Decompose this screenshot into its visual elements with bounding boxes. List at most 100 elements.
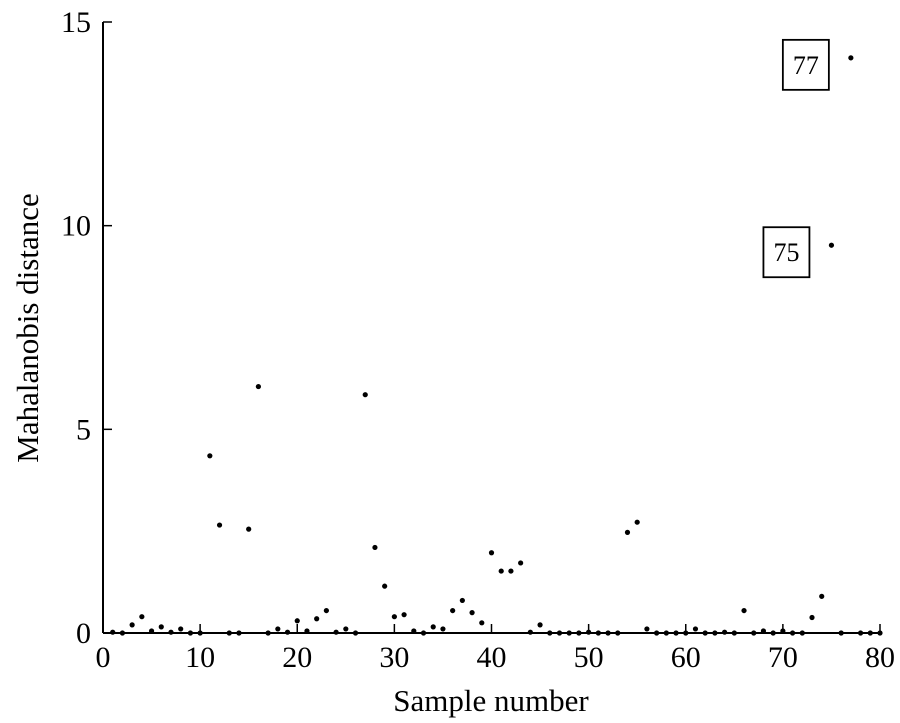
data-point [158,624,164,630]
data-point [119,630,126,636]
y-tick-label: 5 [76,413,91,446]
data-point [624,529,631,535]
data-point [537,622,543,628]
data-point [722,629,728,635]
annotation-label: 77 [793,51,819,80]
x-axis-title: Sample number [393,683,589,718]
data-point [508,568,514,574]
x-tick-label: 80 [865,641,895,674]
data-point [644,626,650,632]
data-point [692,626,699,632]
data-point [566,630,572,636]
data-point [605,630,611,636]
data-point [615,630,621,636]
data-point [372,544,378,551]
data-point [634,519,640,525]
y-tick-label: 0 [76,617,91,650]
annotation-box [781,38,830,91]
x-ticks: 0 10 20 30 40 50 60 70 80 [96,624,895,674]
x-tick-label: 0 [96,641,111,674]
data-point [275,626,281,632]
data-point [333,629,339,635]
data-point [848,55,854,61]
data-point [352,630,359,636]
data-point [391,614,397,620]
data-point [139,614,145,620]
y-tick-label: 10 [61,210,91,243]
data-point [751,630,757,636]
data-point [246,526,252,532]
x-tick-label: 40 [477,641,507,674]
data-point [663,630,669,636]
data-point [586,629,592,635]
data-point [556,630,563,636]
data-point [595,630,601,636]
data-point [411,628,417,634]
x-tick-label: 70 [768,641,798,674]
data-point [207,453,213,459]
data-point [265,630,271,636]
y-ticks: 0 5 10 15 [61,6,112,650]
data-point [187,630,194,636]
data-point [828,242,835,248]
data-point [450,607,456,614]
data-point [178,626,184,632]
data-point [148,628,155,634]
data-point [576,630,582,636]
x-tick-label: 50 [574,641,604,674]
data-point [168,629,174,635]
data-point [770,630,776,636]
data-point [760,628,767,634]
data-point [547,630,553,636]
data-point [382,583,388,589]
data-point [420,630,427,636]
data-point [683,630,689,636]
data-point [236,630,242,636]
y-axis-title: Mahalanobis distance [10,193,45,462]
data-point [741,607,747,614]
data-point [789,630,796,636]
data-point [323,607,329,614]
data-point [430,624,436,630]
data-point [731,630,737,636]
data-point [838,630,844,636]
data-point [799,630,805,636]
annotation-77: 77 [781,38,830,91]
data-points [110,55,883,636]
data-point [440,626,446,632]
data-point [304,628,310,634]
data-point [857,630,864,636]
x-tick-label: 10 [185,641,215,674]
data-point [702,630,708,636]
data-point [343,626,349,632]
annotations: 77 75 [762,38,830,279]
y-tick-label: 15 [61,6,91,39]
data-point [216,522,223,528]
data-point [110,629,116,635]
data-point [527,629,533,635]
data-point [129,622,135,628]
data-point [459,597,465,604]
data-point [401,612,407,618]
data-point [314,616,320,622]
data-point [284,629,291,635]
data-point [255,383,261,390]
data-point [867,630,873,636]
annotation-75: 75 [762,226,811,279]
data-point [518,560,524,566]
data-point [488,550,495,556]
data-point [819,593,825,599]
data-point [469,610,475,616]
data-point [780,628,786,634]
data-point [809,614,815,621]
data-point [226,630,232,636]
data-point [479,620,485,626]
data-point [362,392,368,398]
x-tick-label: 20 [282,641,312,674]
annotation-box [762,226,811,279]
x-tick-label: 60 [671,641,701,674]
data-point [712,630,718,636]
annotation-label: 75 [773,238,799,267]
x-tick-label: 30 [379,641,409,674]
